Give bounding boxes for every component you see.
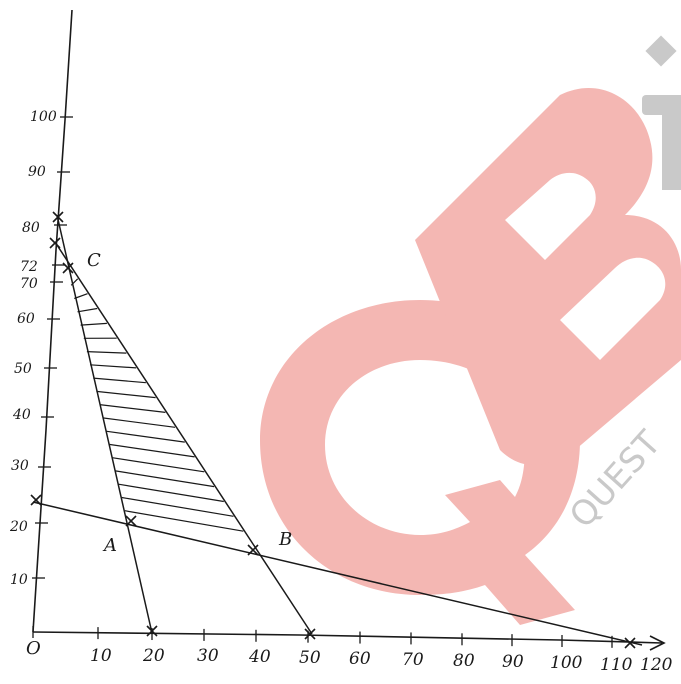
watermark: QUEST xyxy=(260,35,681,625)
y-tick-label-72: 72 xyxy=(20,259,38,275)
cross-mark xyxy=(30,494,42,506)
hatch-line xyxy=(90,364,137,369)
hatch-line xyxy=(118,483,224,503)
x-tick-label-60: 60 xyxy=(349,649,371,669)
y-tick-label-60: 60 xyxy=(17,311,35,327)
y-tick-label-20: 20 xyxy=(9,519,28,535)
feasible-region-outline xyxy=(68,268,253,550)
y-tick-label-40: 40 xyxy=(12,407,31,423)
constraint-line-1 xyxy=(56,214,153,634)
x-tick-label-120: 120 xyxy=(640,655,673,675)
point-label-b: B xyxy=(278,529,292,550)
point-label-a: A xyxy=(102,535,117,556)
x-tick-label-30: 30 xyxy=(197,646,219,666)
y-tick-labels: 10 20 30 40 50 60 70 72 80 90 100 xyxy=(9,109,57,588)
hatch-line xyxy=(86,351,127,354)
hatch-line xyxy=(96,390,156,399)
hatch-line xyxy=(99,404,166,413)
cross-mark xyxy=(125,515,137,527)
x-tick-label-100: 100 xyxy=(550,653,583,673)
point-label-c: C xyxy=(87,250,101,271)
feasible-region xyxy=(68,268,253,550)
x-tick-marks xyxy=(32,626,613,648)
hatch-line xyxy=(121,496,234,517)
x-tick-label-40: 40 xyxy=(248,647,271,667)
x-tick-label-50: 50 xyxy=(299,648,321,668)
y-tick-label-50: 50 xyxy=(14,361,32,377)
hatch-line xyxy=(80,322,107,326)
cross-mark xyxy=(624,637,636,649)
constraint-lines xyxy=(32,214,643,646)
y-tick-label-30: 30 xyxy=(11,458,29,474)
hatch-line xyxy=(124,510,244,532)
watermark-b-letter xyxy=(415,87,681,466)
x-axis xyxy=(32,631,663,644)
axes xyxy=(32,9,666,651)
x-tick-label-110: 110 xyxy=(600,655,633,675)
x-tick-label-90: 90 xyxy=(502,652,524,672)
feasible-region-hatching xyxy=(70,278,244,532)
y-tick-label-80: 80 xyxy=(22,220,40,236)
y-tick-marks xyxy=(32,116,73,579)
cross-mark xyxy=(304,628,316,640)
y-tick-label-90: 90 xyxy=(28,164,46,180)
constraint-line-3 xyxy=(32,501,643,646)
x-tick-label-20: 20 xyxy=(142,646,165,666)
hatch-line xyxy=(105,430,185,443)
hatch-line xyxy=(109,443,195,458)
hatch-line xyxy=(112,457,205,473)
y-tick-label-70: 70 xyxy=(20,276,38,292)
cross-mark xyxy=(146,625,158,637)
y-tick-label-100: 100 xyxy=(30,109,57,125)
cross-mark xyxy=(247,544,259,556)
hatch-line xyxy=(115,470,215,488)
cross-mark xyxy=(49,237,61,249)
y-axis xyxy=(32,9,73,633)
hatch-line xyxy=(93,377,146,384)
hatch-line xyxy=(102,417,176,428)
x-tick-label-80: 80 xyxy=(453,651,475,671)
x-tick-label-70: 70 xyxy=(402,650,424,670)
cross-mark xyxy=(62,262,74,274)
x-tick-labels: 10 20 30 40 50 60 70 80 90 100 110 120 xyxy=(90,646,673,675)
constraint-line-2 xyxy=(54,241,313,635)
x-tick-label-10: 10 xyxy=(90,646,112,666)
x-axis-arrowhead xyxy=(649,635,666,651)
intersection-marks xyxy=(30,211,636,649)
hatch-line xyxy=(77,307,98,313)
cross-mark xyxy=(52,211,64,223)
origin-label: O xyxy=(26,638,41,659)
y-tick-label-10: 10 xyxy=(10,572,28,588)
